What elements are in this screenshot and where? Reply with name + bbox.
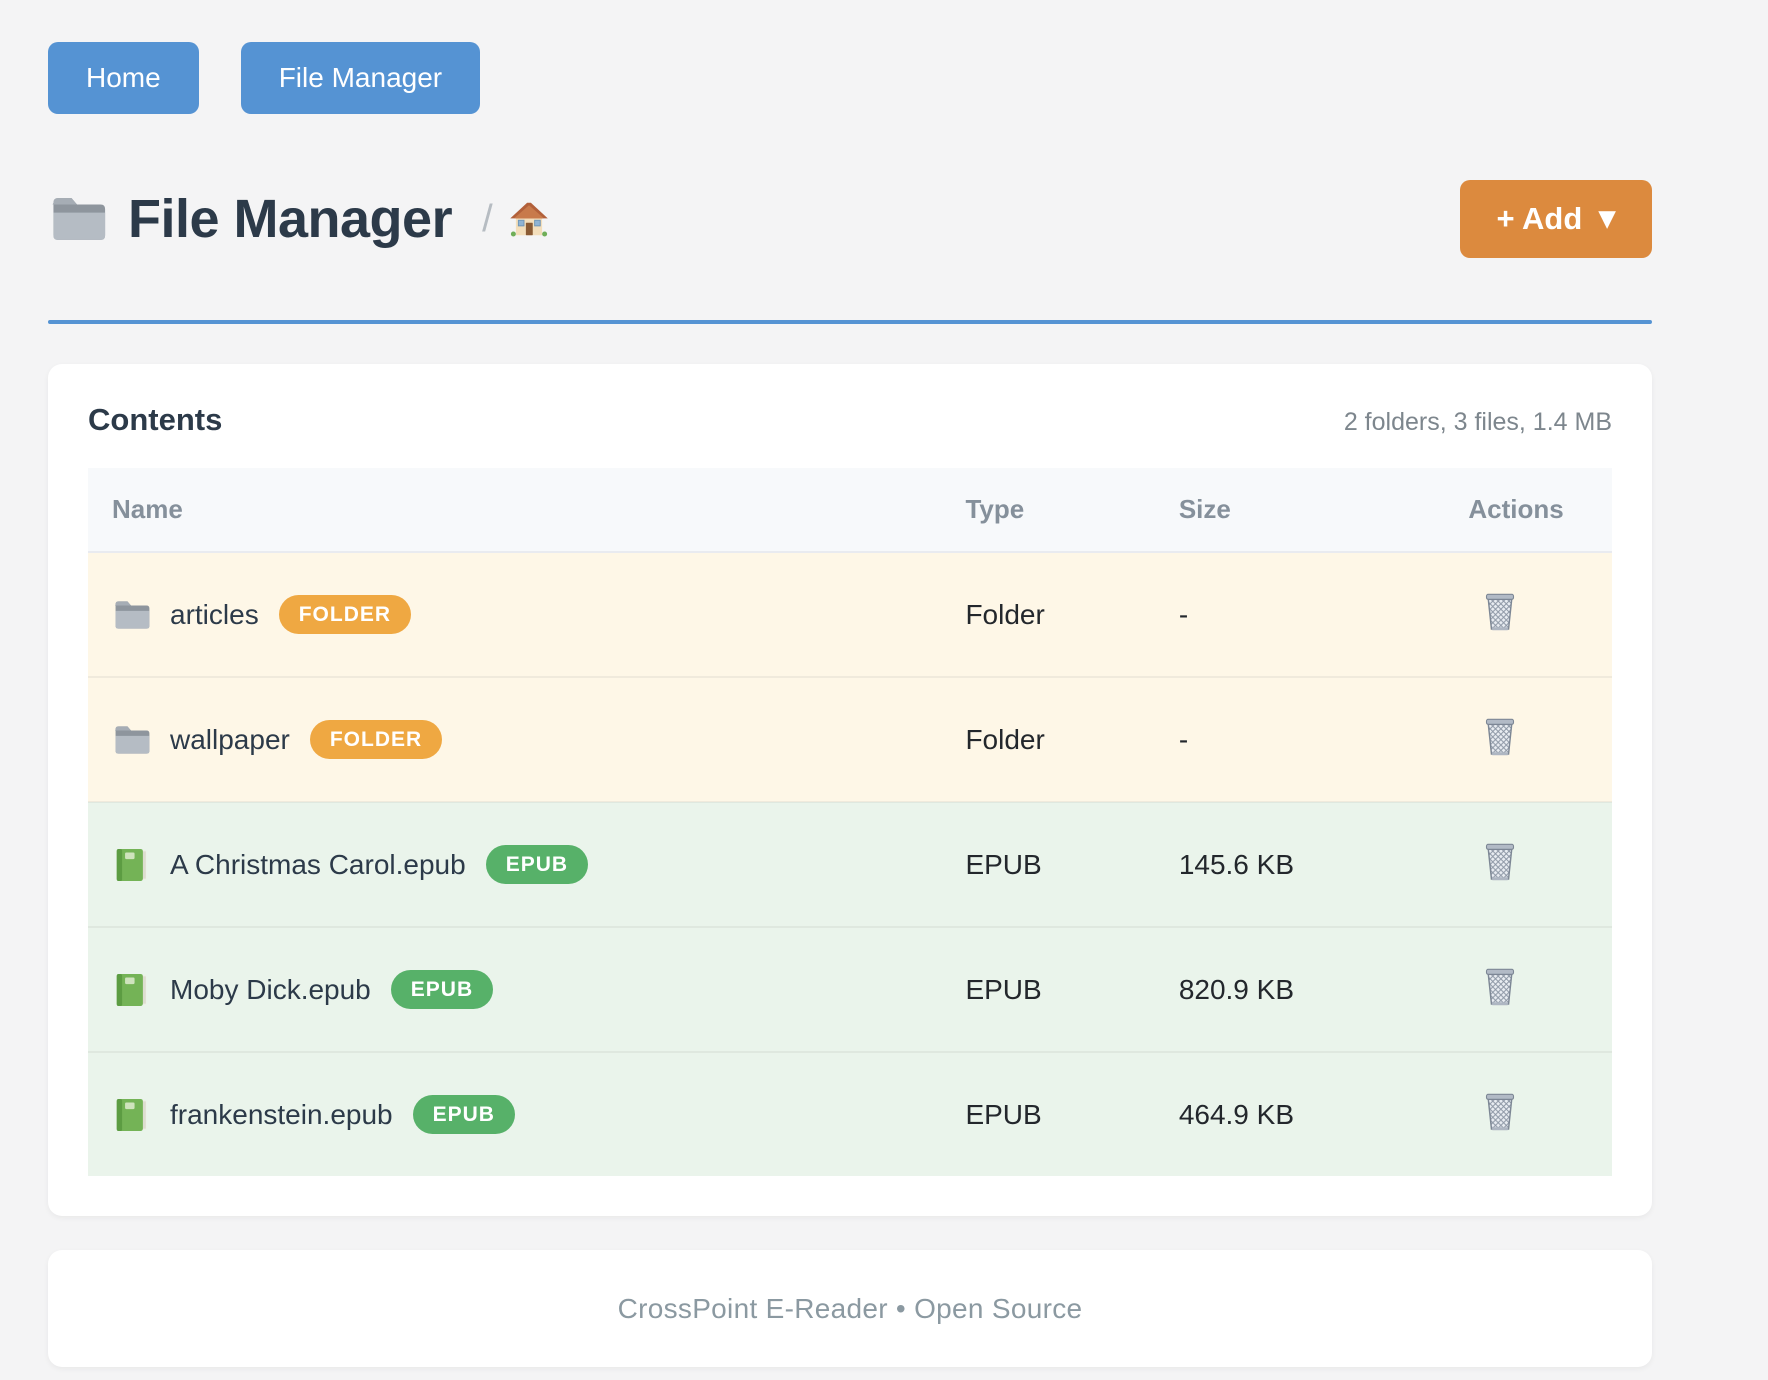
book-icon: [112, 846, 150, 884]
folder-icon: [112, 596, 150, 634]
type-cell: EPUB: [941, 801, 1155, 927]
delete-button[interactable]: [1482, 715, 1518, 757]
contents-heading: Contents: [88, 402, 223, 437]
type-cell: EPUB: [941, 1051, 1155, 1176]
title-breadcrumb: File Manager /: [48, 188, 549, 250]
contents-summary: 2 folders, 3 files, 1.4 MB: [1343, 408, 1612, 436]
house-icon[interactable]: [509, 199, 549, 239]
contents-table: Name Type Size Actions articles FOLDER F…: [88, 468, 1612, 1176]
size-cell: 464.9 KB: [1154, 1051, 1445, 1176]
type-badge: EPUB: [412, 1095, 515, 1134]
size-cell: -: [1154, 676, 1445, 802]
file-name: frankenstein.epub: [170, 1098, 393, 1130]
trash-icon: [1482, 590, 1518, 632]
type-cell: EPUB: [941, 926, 1155, 1052]
add-button[interactable]: + Add ▼: [1460, 180, 1652, 258]
delete-button[interactable]: [1482, 590, 1518, 632]
actions-cell: [1444, 1051, 1612, 1176]
type-badge: EPUB: [390, 970, 494, 1009]
caret-down-icon: ▼: [1598, 205, 1616, 232]
header-divider: [48, 320, 1652, 324]
file-name: Moby Dick.epub: [170, 973, 371, 1005]
page-title: File Manager: [48, 188, 453, 250]
footer: CrossPoint E-Reader • Open Source: [48, 1250, 1652, 1367]
type-cell: Folder: [941, 676, 1155, 802]
trash-icon: [1482, 840, 1518, 882]
column-header-size: Size: [1154, 468, 1445, 553]
delete-button[interactable]: [1482, 840, 1518, 882]
page-header: File Manager / + Add ▼: [48, 180, 1652, 258]
table-row[interactable]: articles FOLDER Folder -: [88, 552, 1612, 677]
trash-icon: [1482, 965, 1518, 1007]
footer-text: CrossPoint E-Reader • Open Source: [617, 1292, 1083, 1324]
actions-cell: [1444, 552, 1612, 677]
book-icon: [112, 971, 150, 1009]
actions-cell: [1444, 801, 1612, 927]
column-header-name: Name: [88, 468, 942, 553]
type-badge: FOLDER: [278, 595, 412, 634]
type-badge: EPUB: [485, 845, 589, 884]
table-row[interactable]: Moby Dick.epub EPUB EPUB 820.9 KB: [88, 926, 1612, 1052]
add-button-label: + Add: [1496, 201, 1583, 236]
top-nav: Home File Manager: [48, 42, 1652, 114]
table-header: Name Type Size Actions: [88, 468, 1612, 553]
file-name: A Christmas Carol.epub: [170, 848, 466, 880]
trash-icon: [1482, 715, 1518, 757]
table-row[interactable]: wallpaper FOLDER Folder -: [88, 676, 1612, 802]
nav-button-home[interactable]: Home: [48, 42, 199, 114]
book-icon: [112, 1096, 150, 1134]
size-cell: -: [1154, 552, 1445, 677]
file-name: wallpaper: [170, 723, 290, 755]
delete-button[interactable]: [1482, 965, 1518, 1007]
nav-button-file-manager[interactable]: File Manager: [240, 42, 481, 114]
contents-card: Contents 2 folders, 3 files, 1.4 MB Name…: [48, 364, 1652, 1216]
size-cell: 145.6 KB: [1154, 801, 1445, 927]
contents-table-body: articles FOLDER Folder -: [88, 552, 1612, 1176]
breadcrumb-separator: /: [482, 197, 493, 240]
table-row[interactable]: A Christmas Carol.epub EPUB EPUB 145.6 K…: [88, 801, 1612, 927]
trash-icon: [1482, 1090, 1518, 1132]
file-name: articles: [170, 598, 259, 630]
type-badge: FOLDER: [309, 720, 443, 759]
actions-cell: [1444, 926, 1612, 1052]
actions-cell: [1444, 676, 1612, 802]
size-cell: 820.9 KB: [1154, 926, 1445, 1052]
folder-icon: [112, 721, 150, 759]
folder-icon: [48, 190, 106, 248]
column-header-actions: Actions: [1444, 468, 1612, 553]
delete-button[interactable]: [1482, 1090, 1518, 1132]
contents-card-header: Contents 2 folders, 3 files, 1.4 MB: [88, 402, 1612, 438]
column-header-type: Type: [941, 468, 1155, 553]
type-cell: Folder: [941, 552, 1155, 677]
page-title-text: File Manager: [128, 189, 453, 249]
table-row[interactable]: frankenstein.epub EPUB EPUB 464.9 KB: [88, 1051, 1612, 1176]
